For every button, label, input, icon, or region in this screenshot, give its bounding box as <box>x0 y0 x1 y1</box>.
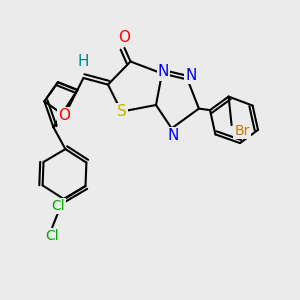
Text: N: N <box>167 128 179 143</box>
Text: Br: Br <box>235 124 250 138</box>
Text: N: N <box>158 64 169 80</box>
Text: O: O <box>118 30 130 45</box>
Text: O: O <box>58 108 70 123</box>
Text: Cl: Cl <box>45 229 59 243</box>
Text: N: N <box>185 68 197 82</box>
Text: Cl: Cl <box>51 199 64 213</box>
Text: H: H <box>78 54 89 69</box>
Text: S: S <box>117 104 126 119</box>
